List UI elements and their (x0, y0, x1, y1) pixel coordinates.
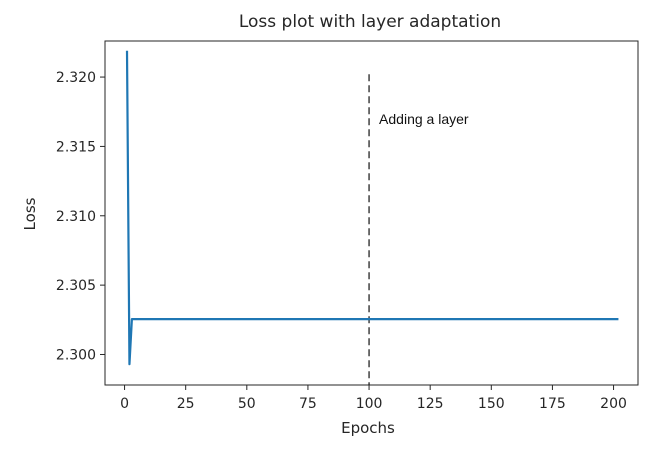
loss-series-line (125, 50, 619, 366)
x-tick-label: 75 (299, 396, 317, 412)
x-tick-label: 100 (356, 396, 383, 412)
x-axis-title: Epochs (341, 419, 395, 437)
y-axis-ticks: 2.300 2.305 2.310 2.315 2.320 (56, 70, 105, 363)
x-tick-label: 175 (539, 396, 566, 412)
y-tick-label: 2.300 (56, 347, 96, 363)
x-tick-label: 150 (478, 396, 505, 412)
y-tick-label: 2.310 (56, 209, 96, 225)
x-tick-label: 25 (177, 396, 195, 412)
x-tick-label: 0 (120, 396, 129, 412)
chart-title: Loss plot with layer adaptation (239, 12, 501, 32)
x-tick-label: 50 (238, 396, 256, 412)
x-tick-label: 200 (600, 396, 627, 412)
annotation-adding-layer: Adding a layer (379, 111, 469, 127)
x-axis-ticks: 0 25 50 75 100 125 150 175 200 (120, 385, 627, 412)
y-tick-label: 2.315 (56, 139, 96, 155)
y-tick-label: 2.305 (56, 278, 96, 294)
y-axis-title: Loss (21, 197, 39, 230)
plot-area-frame (104, 40, 639, 386)
y-tick-label: 2.320 (56, 70, 96, 86)
x-tick-label: 125 (417, 396, 444, 412)
